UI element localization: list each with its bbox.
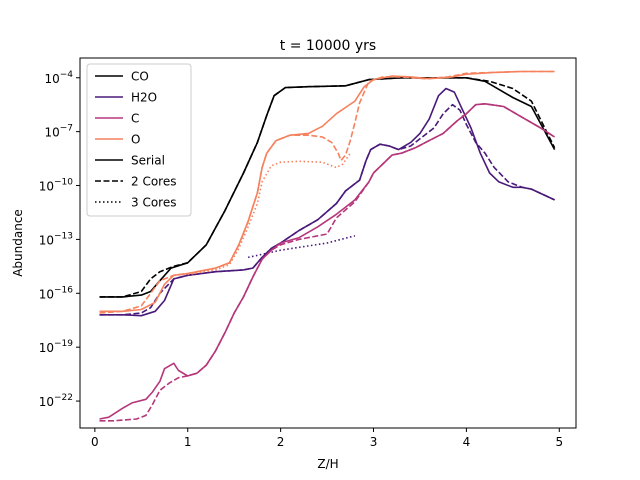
legend-label: C — [131, 112, 139, 126]
plot-area — [99, 70, 556, 422]
y-tick-label: 10−4 — [44, 70, 73, 86]
x-tick-label: 1 — [184, 435, 192, 449]
series-line-c-2-cores — [99, 103, 556, 422]
x-tick-label: 5 — [555, 435, 563, 449]
series-line-h2o-3-cores — [247, 235, 356, 259]
series-line-co-2-cores — [99, 77, 556, 298]
chart-title: t = 10000 yrs — [280, 38, 376, 54]
x-tick-label: 2 — [277, 435, 285, 449]
x-axis-label: Z/H — [317, 457, 338, 471]
legend: CO H2O CO Serial 2 Cores 3 Cores — [86, 63, 192, 217]
y-tick-label: 10−13 — [39, 231, 73, 247]
y-tick-label: 10−7 — [44, 124, 73, 140]
y-axis: 10−22 10−19 10−16 10−13 10−10 10−7 10−4 — [39, 70, 80, 409]
legend-label: Serial — [131, 154, 165, 168]
axes-frame — [79, 57, 577, 429]
series-line-o-2-cores — [99, 70, 555, 314]
legend-box — [86, 63, 192, 217]
x-axis: 0 1 2 3 4 5 — [91, 428, 563, 449]
x-tick-label: 4 — [463, 435, 471, 449]
series-line-h2o-2-cores — [99, 103, 555, 316]
legend-label: H2O — [131, 91, 157, 105]
y-tick-label: 10−19 — [39, 339, 74, 355]
legend-label: CO — [131, 70, 149, 84]
legend-label: O — [131, 133, 140, 147]
x-tick-label: 0 — [91, 435, 99, 449]
y-tick-label: 10−16 — [39, 285, 74, 301]
x-tick-label: 3 — [370, 435, 378, 449]
y-tick-label: 10−22 — [39, 393, 73, 409]
y-axis-label: Abundance — [11, 209, 25, 277]
y-tick-label: 10−10 — [39, 178, 74, 194]
legend-label: 3 Cores — [131, 196, 176, 210]
legend-label: 2 Cores — [131, 175, 176, 189]
